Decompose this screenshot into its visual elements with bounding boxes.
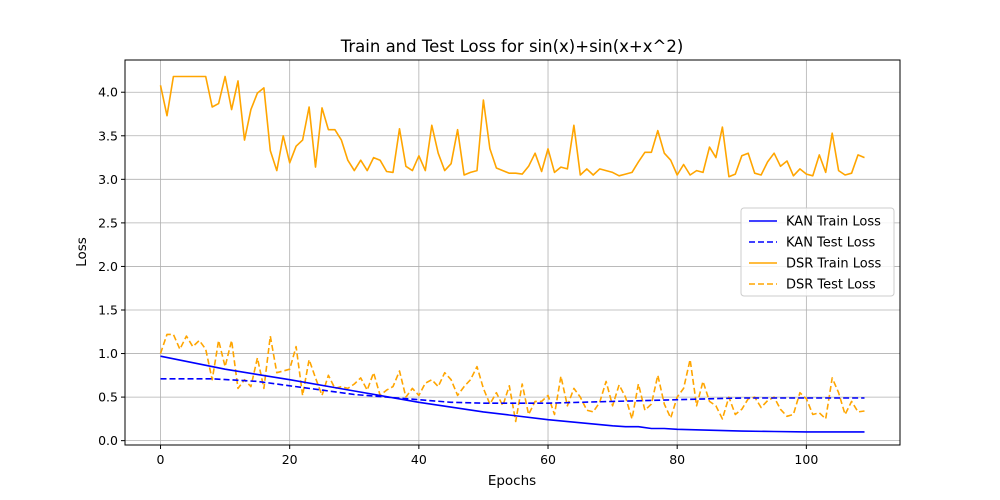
legend-label: DSR Test Loss [786,278,876,293]
x-axis-label: Epochs [488,473,536,489]
plot-frame [124,59,901,446]
y-tick-label: 2.0 [98,259,118,274]
y-tick-label: 3.5 [98,128,118,143]
x-tick-label: 60 [540,452,556,467]
chart-title: Train and Test Loss for sin(x)+sin(x+x^2… [340,37,684,56]
dsr-train-loss-line [159,75,865,178]
x-tick-label: 80 [669,452,685,467]
legend-label: KAN Test Loss [786,236,876,251]
y-ticks: 0.0 0.5 1.0 1.5 2.0 2.5 3.0 3.5 4.0 [98,85,125,448]
legend: KAN Train Loss KAN Test Loss DSR Train Los… [740,207,895,297]
y-tick-label: 1.5 [98,302,118,317]
x-ticks: 0 20 40 60 80 100 [157,445,818,467]
kan-train-loss-line [160,355,865,433]
kan-test-loss-line [160,377,865,405]
y-tick-label: 3.0 [98,172,118,187]
x-tick-label: 40 [411,452,427,467]
y-axis-label: Loss [74,237,90,267]
legend-box [740,207,895,297]
legend-label: KAN Train Loss [786,215,881,230]
y-tick-label: 1.0 [98,346,118,361]
x-tick-label: 0 [157,452,165,467]
y-tick-label: 0.0 [98,433,118,448]
x-tick-label: 20 [282,452,298,467]
legend-label: DSR Train Loss [786,257,881,272]
y-tick-label: 2.5 [98,215,118,230]
y-tick-label: 0.5 [98,390,118,405]
x-tick-label: 100 [794,452,818,467]
series-layer [159,75,865,433]
y-tick-label: 4.0 [98,85,118,100]
